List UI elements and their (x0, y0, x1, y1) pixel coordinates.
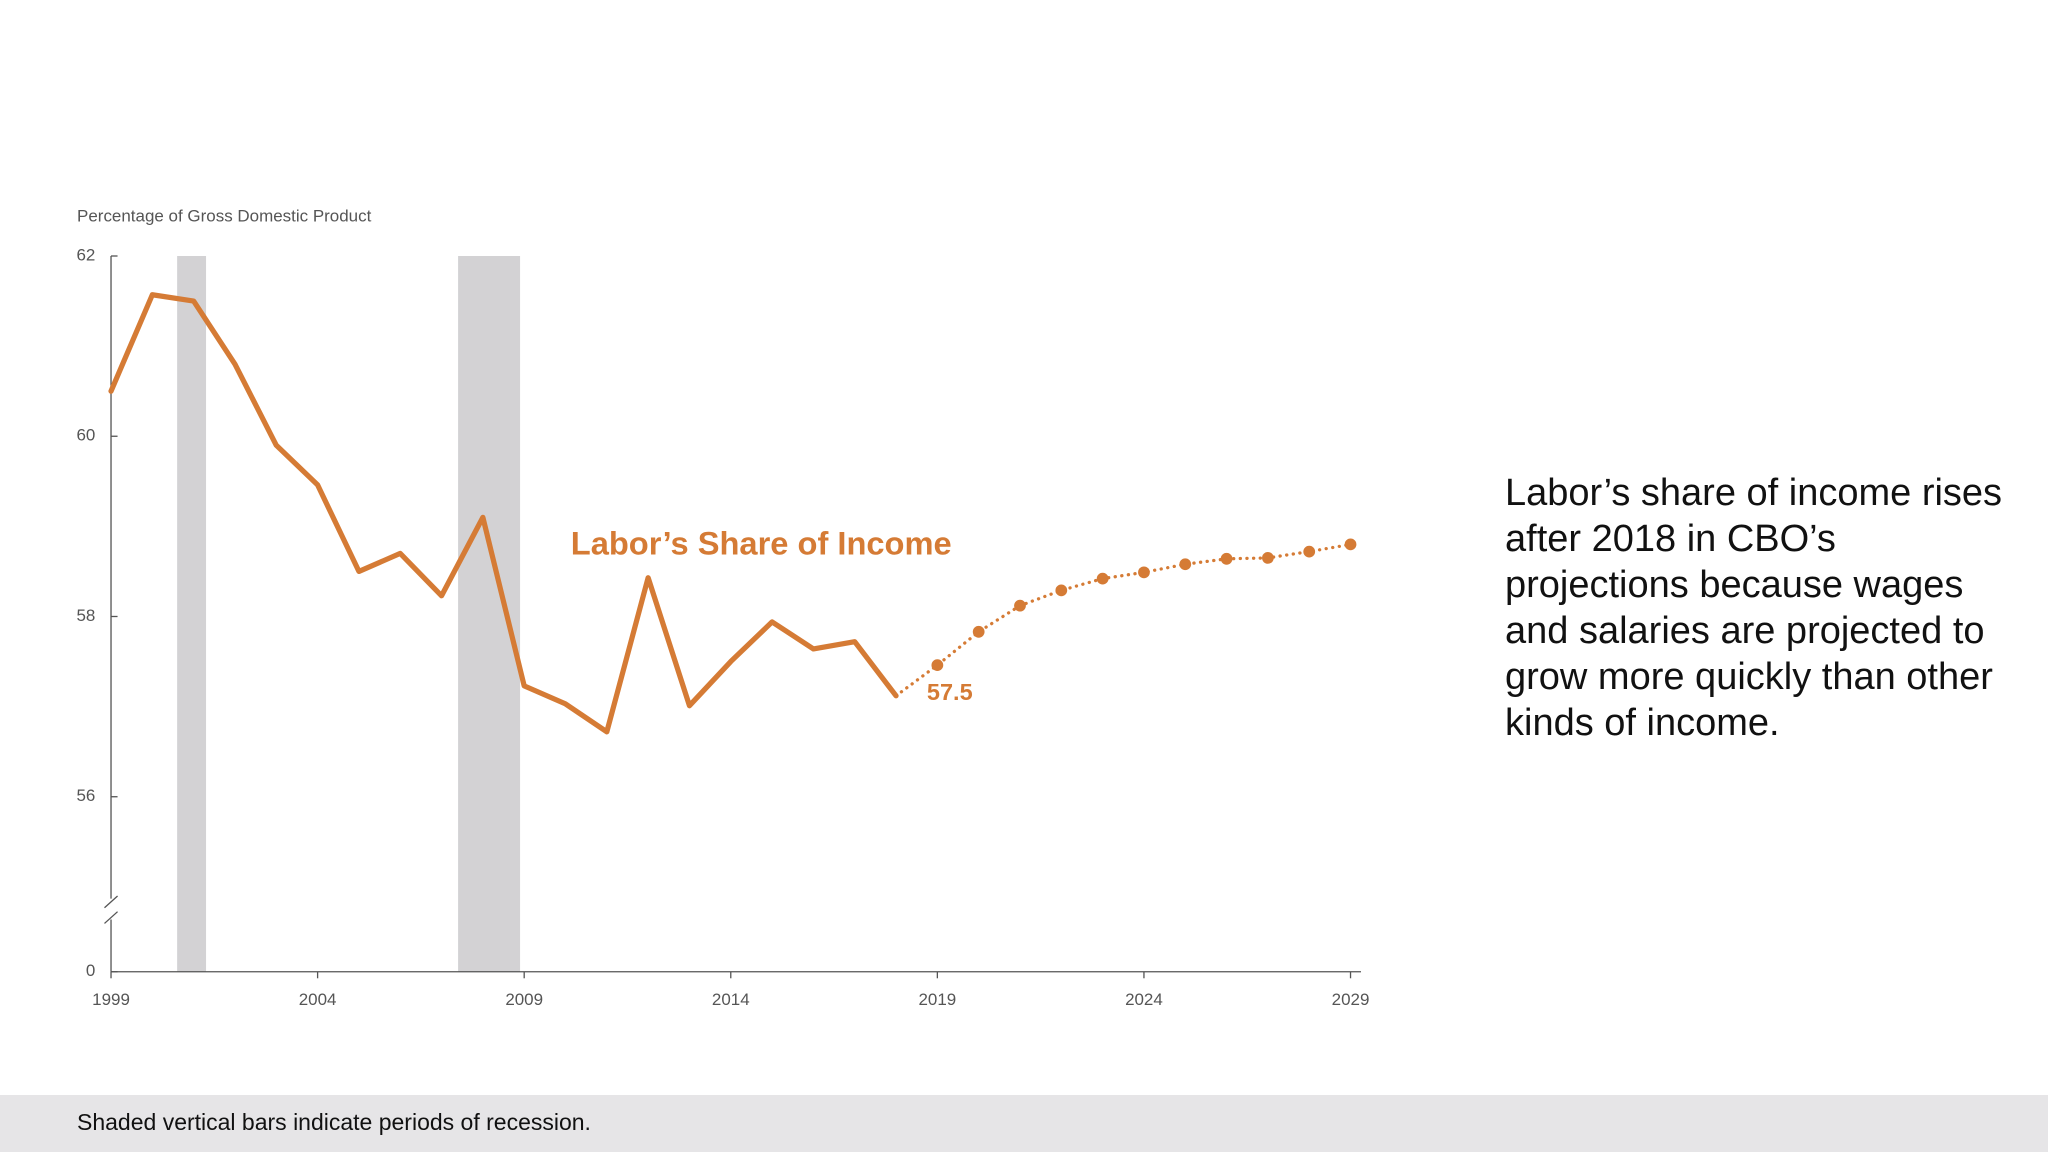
point (1055, 584, 1068, 597)
x-tick-label: 2004 (299, 990, 337, 1009)
footnote: Shaded vertical bars indicate periods of… (77, 1109, 591, 1135)
x-tick-label: 2019 (918, 990, 956, 1009)
point (1220, 552, 1233, 565)
line-solid (108, 292, 899, 735)
x-tick-label: 2024 (1125, 990, 1163, 1009)
y-tick-label: 0 (86, 961, 95, 980)
x-tick-label: 2014 (712, 990, 750, 1009)
side-note: Labor’s share of income rises after 2018… (1505, 472, 2003, 744)
x-tick-label: 2009 (505, 990, 543, 1009)
y-tick-label: 62 (76, 245, 95, 264)
point (1138, 566, 1150, 579)
point (972, 625, 985, 638)
axis-break (104, 895, 118, 909)
point (931, 659, 944, 672)
axis-break (104, 911, 118, 924)
point (1014, 599, 1026, 612)
point (1262, 552, 1274, 564)
recession-band (177, 256, 207, 972)
recession-band (458, 256, 521, 972)
y-tick-label: 58 (76, 606, 95, 625)
y-tick-label: 60 (76, 426, 95, 445)
y-axis-label: Percentage of Gross Domestic Product (77, 206, 372, 225)
x-tick-label: 2029 (1332, 990, 1370, 1009)
point (1303, 545, 1316, 558)
point (1344, 538, 1357, 551)
series-annotation: Labor’s Share of Income (571, 525, 952, 562)
point (1179, 558, 1192, 571)
x-tick-label: 1999 (92, 990, 130, 1009)
point (1096, 572, 1109, 585)
value-label: 57.5 (927, 679, 973, 705)
y-tick-label: 56 (76, 786, 95, 805)
line-dotted (894, 542, 1353, 698)
footer: Shaded vertical bars indicate periods of… (0, 1095, 2048, 1152)
